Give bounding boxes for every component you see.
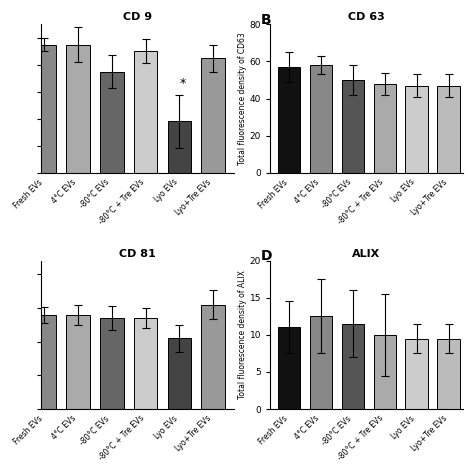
Bar: [66, 315, 90, 409]
Bar: [405, 86, 428, 173]
Bar: [66, 45, 90, 173]
Bar: [342, 324, 364, 409]
Bar: [310, 65, 332, 173]
Text: *: *: [180, 77, 186, 90]
Title: CD 9: CD 9: [122, 12, 152, 22]
Bar: [438, 86, 460, 173]
Bar: [342, 80, 364, 173]
Bar: [167, 121, 191, 173]
Bar: [100, 72, 124, 173]
Bar: [32, 45, 56, 173]
Bar: [405, 338, 428, 409]
Bar: [134, 318, 157, 409]
Title: CD 63: CD 63: [348, 12, 385, 22]
Y-axis label: Total fluorescence density of CD63: Total fluorescence density of CD63: [237, 32, 246, 165]
Bar: [374, 335, 396, 409]
Bar: [167, 338, 191, 409]
Bar: [100, 318, 124, 409]
Bar: [278, 67, 301, 173]
Text: D: D: [260, 249, 272, 263]
Bar: [134, 51, 157, 173]
Bar: [201, 58, 225, 173]
Y-axis label: Total fluorescence density of ALIX: Total fluorescence density of ALIX: [237, 271, 246, 399]
Title: CD 81: CD 81: [118, 248, 155, 258]
Bar: [438, 338, 460, 409]
Bar: [310, 316, 332, 409]
Bar: [278, 328, 301, 409]
Bar: [374, 84, 396, 173]
Bar: [201, 304, 225, 409]
Bar: [32, 315, 56, 409]
Text: B: B: [260, 12, 271, 27]
Title: ALIX: ALIX: [352, 248, 381, 258]
